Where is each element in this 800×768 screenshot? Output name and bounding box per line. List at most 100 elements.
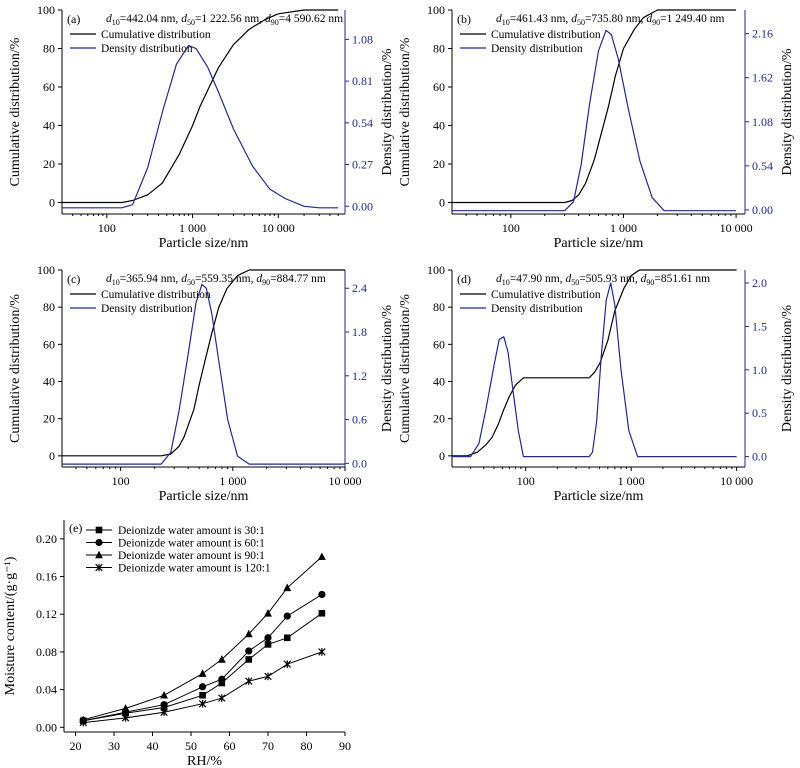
right-y-tick-label: 1.62 <box>752 71 773 85</box>
x-axis-label: Particle size/nm <box>159 489 249 504</box>
right-y-tick-label: 0.81 <box>352 74 373 88</box>
x-tick-label: 100 <box>517 474 535 488</box>
y-tick-label: 0.16 <box>36 570 57 584</box>
left-y-axis-label: Cumulative distribution/% <box>398 294 413 443</box>
x-axis-label: Particle size/nm <box>554 489 644 504</box>
left-y-tick-label: 20 <box>43 157 55 171</box>
right-y-tick-label: 0.0 <box>752 450 767 464</box>
right-y-tick-label: 0.00 <box>752 203 773 217</box>
x-tick-label: 100 <box>112 474 130 488</box>
circle-marker <box>95 538 103 547</box>
legend-label: Density distribution <box>491 43 583 55</box>
legend-label: Cumulative distribution <box>491 29 601 41</box>
left-y-tick-label: 20 <box>433 412 445 426</box>
left-y-axis-label: Cumulative distribution/% <box>398 37 413 186</box>
x-tick-label: 100 <box>98 221 116 235</box>
x-tick-label: 1 000 <box>610 221 637 235</box>
left-y-tick-label: 40 <box>43 375 55 389</box>
triangle-marker <box>244 629 253 638</box>
left-y-tick-label: 100 <box>37 3 55 17</box>
square-marker <box>264 641 272 648</box>
right-y-tick-label: 2.0 <box>752 276 767 290</box>
square-marker <box>199 691 206 699</box>
x-tick-label: 50 <box>185 739 197 753</box>
panel-c: 100 1 000 10 000 0 20 40 60 80 100 0.0 0.6 1.2 1.8 2.… <box>8 263 395 504</box>
left-y-tick-label: 100 <box>37 263 55 277</box>
left-y-tick-label: 0 <box>439 195 445 209</box>
left-y-tick-label: 60 <box>43 80 55 94</box>
x-tick-label: 80 <box>301 739 313 753</box>
left-y-tick-label: 80 <box>43 300 55 314</box>
size-parameters: d10=365.94 nm, d50=559.35 nm, d90=884.77… <box>106 273 326 287</box>
panel-b: 100 1 000 10 000 0 20 40 60 80 100 0.00 0.54 1.08 1.… <box>398 3 795 251</box>
x-tick-label: 90 <box>339 739 351 753</box>
asterisk-marker <box>318 648 326 656</box>
right-y-axis-label: Density distribution/% <box>380 48 395 176</box>
x-tick-label: 100 <box>502 221 520 235</box>
right-y-tick-label: 0.27 <box>352 158 373 172</box>
x-tick-label: 10 000 <box>720 221 753 235</box>
x-tick-label: 40 <box>147 739 159 753</box>
right-y-tick-label: 1.5 <box>752 319 767 333</box>
triangle-marker <box>217 655 226 663</box>
panel-label: (e) <box>69 521 82 535</box>
left-y-tick-label: 60 <box>433 337 445 351</box>
x-tick-label: 10 000 <box>329 474 362 488</box>
x-axis-label: RH/% <box>187 754 222 768</box>
right-y-tick-label: 2.4 <box>352 281 367 295</box>
asterisk-marker <box>218 694 226 702</box>
y-axis-label: Moisture content/(g·g⁻¹) <box>3 556 18 695</box>
left-y-axis-label: Cumulative distribution/% <box>8 37 23 186</box>
legend-label: Cumulative distribution <box>101 289 211 301</box>
left-y-tick-label: 40 <box>433 375 445 389</box>
circle-marker <box>245 647 253 655</box>
legend-label: Deionizde water amount is 60:1 <box>118 538 265 550</box>
right-y-tick-label: 1.8 <box>352 325 367 339</box>
panel-label: (a) <box>67 12 80 26</box>
x-tick-label: 1 000 <box>219 474 246 488</box>
asterisk-marker <box>79 718 87 727</box>
left-y-tick-label: 40 <box>433 118 445 132</box>
square-marker <box>318 609 326 617</box>
y-tick-label: 0.12 <box>36 607 57 621</box>
right-y-tick-label: 0.54 <box>752 159 773 173</box>
cumulative-curve <box>452 269 737 457</box>
x-tick-label: 30 <box>108 739 120 753</box>
legend-label: Density distribution <box>101 303 193 315</box>
triangle-marker <box>160 690 168 699</box>
right-y-tick-label: 1.2 <box>352 369 367 383</box>
asterisk-marker <box>283 660 291 668</box>
x-tick-label: 60 <box>224 739 236 753</box>
x-tick-label: 70 <box>262 739 274 753</box>
circle-marker <box>198 683 207 691</box>
left-y-tick-label: 40 <box>43 118 55 132</box>
left-y-tick-label: 0 <box>49 195 55 209</box>
square-marker <box>245 656 253 663</box>
panel-label: (c) <box>67 272 80 286</box>
left-y-tick-label: 100 <box>427 3 445 17</box>
right-y-tick-label: 1.0 <box>752 363 767 377</box>
square-marker <box>95 526 103 534</box>
right-y-axis-label: Density distribution/% <box>780 305 795 433</box>
right-y-tick-label: 0.00 <box>352 199 373 213</box>
cumulative-curve <box>62 269 345 457</box>
asterisk-marker <box>264 672 272 681</box>
density-curve <box>62 44 339 209</box>
asterisk-marker <box>245 677 253 685</box>
triangle-marker <box>264 608 272 617</box>
left-y-tick-label: 80 <box>43 41 55 55</box>
panel-a: 100 1 000 10 000 0 20 40 60 80 100 0.00 0.27 0.54 0.… <box>8 3 395 251</box>
left-y-tick-label: 20 <box>433 157 445 171</box>
density-curve <box>62 284 345 465</box>
size-parameters: d10=442.04 nm, d50=1 222.56 nm, d90=4 59… <box>106 13 343 27</box>
triangle-marker <box>198 669 207 677</box>
triangle-marker <box>121 704 130 712</box>
right-y-tick-label: 0.0 <box>352 456 367 470</box>
left-y-tick-label: 0 <box>49 449 55 463</box>
legend-label: Cumulative distribution <box>491 289 601 301</box>
asterisk-marker <box>160 708 168 717</box>
density-curve <box>452 282 737 458</box>
right-y-tick-label: 0.5 <box>752 406 767 420</box>
legend-label: Deionizde water amount is 30:1 <box>118 525 265 537</box>
